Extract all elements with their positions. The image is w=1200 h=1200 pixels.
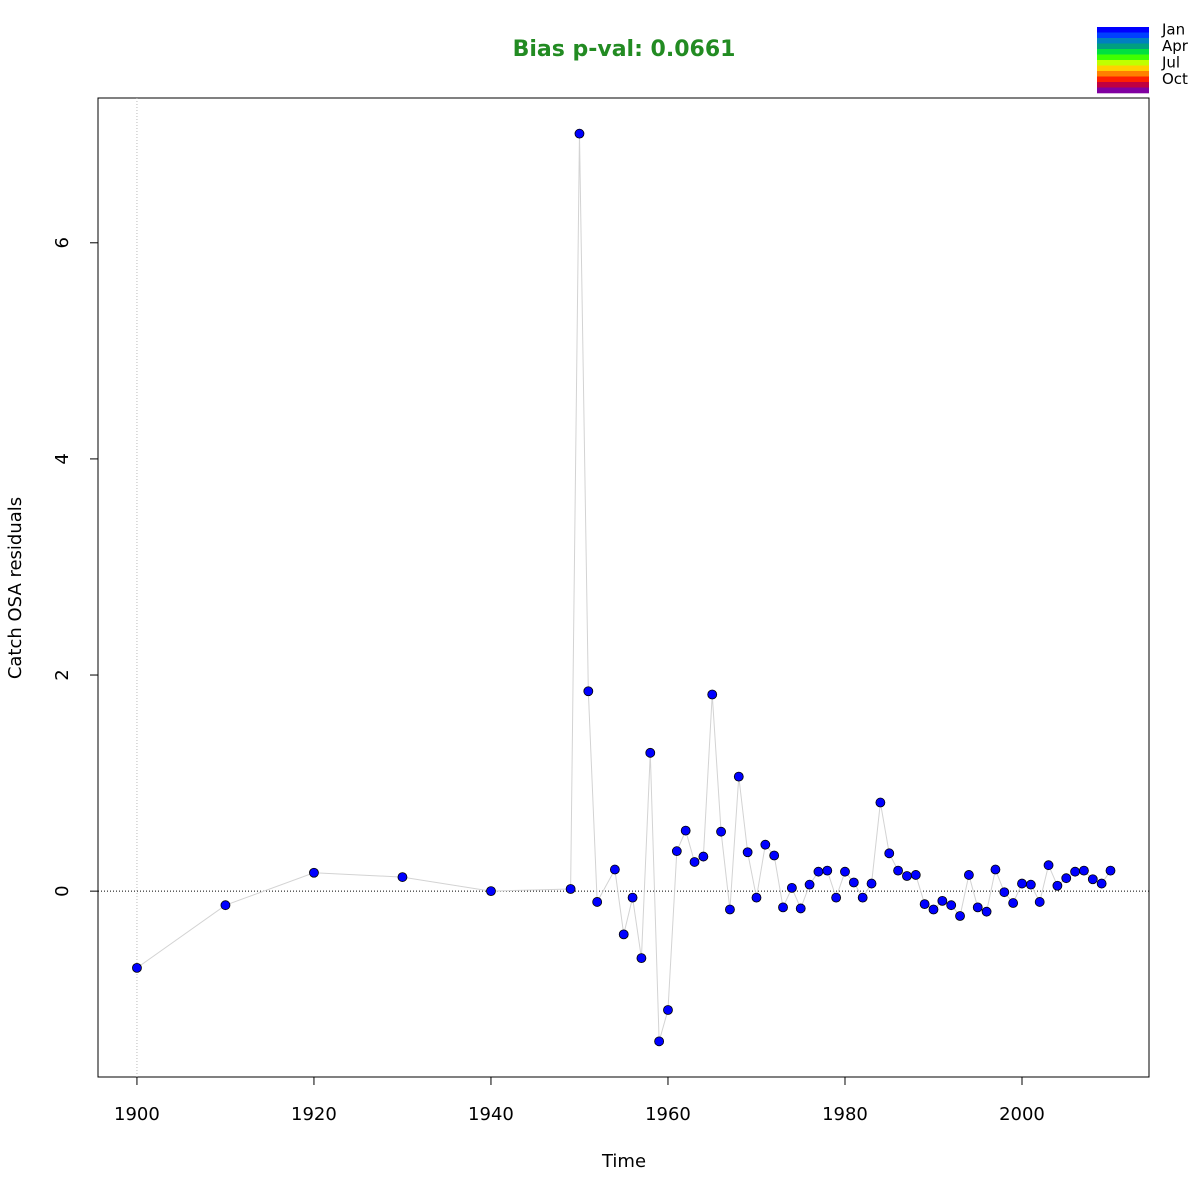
y-tick-label: 4 — [52, 453, 73, 464]
legend-color-stripe — [1097, 65, 1149, 72]
data-point — [822, 865, 833, 876]
data-point — [760, 839, 771, 850]
data-point — [769, 850, 780, 861]
data-point — [848, 877, 859, 888]
data-point — [866, 878, 877, 889]
data-point — [1061, 873, 1072, 884]
data-point — [1096, 878, 1107, 889]
data-point — [981, 906, 992, 917]
data-point — [583, 686, 594, 697]
legend-color-stripe — [1097, 54, 1149, 61]
data-point — [875, 797, 886, 808]
data-point — [689, 857, 700, 867]
data-point — [910, 870, 921, 880]
data-point — [955, 911, 965, 921]
data-point — [919, 899, 930, 910]
legend-label: Apr — [1162, 37, 1189, 55]
data-point — [751, 892, 762, 903]
data-point — [1017, 878, 1027, 889]
data-point — [902, 871, 912, 881]
data-point — [671, 846, 682, 857]
data-point — [990, 864, 1001, 875]
data-point — [893, 865, 903, 876]
data-point — [1070, 866, 1080, 877]
data-point — [1087, 874, 1098, 885]
data-point — [309, 867, 319, 878]
legend-color-stripe — [1097, 27, 1149, 33]
data-point — [884, 848, 895, 859]
legend-color-stripe — [1097, 49, 1149, 55]
data-point — [574, 128, 585, 139]
y-axis-label: Catch OSA residuals — [5, 497, 26, 679]
legend-label: Jul — [1161, 53, 1180, 71]
data-point — [972, 902, 983, 913]
data-point — [1105, 865, 1116, 876]
data-point — [716, 826, 726, 837]
data-point — [1043, 860, 1054, 871]
data-point — [1034, 897, 1045, 907]
data-point — [486, 886, 496, 897]
series-line — [136, 133, 1111, 1042]
data-point — [707, 689, 718, 700]
data-point — [831, 892, 842, 903]
data-point — [742, 847, 753, 858]
legend-color-stripe — [1097, 43, 1149, 50]
data-point — [1079, 865, 1089, 876]
data-point — [680, 825, 691, 836]
data-point — [627, 892, 638, 903]
y-tick-label: 6 — [52, 237, 73, 248]
data-point — [654, 1036, 665, 1047]
data-point — [963, 870, 974, 880]
data-point — [698, 851, 709, 862]
data-point — [132, 962, 142, 973]
legend-label: Jan — [1161, 20, 1185, 38]
data-point — [565, 884, 576, 894]
data-point — [813, 866, 824, 877]
data-point — [1025, 879, 1036, 890]
legend-color-stripe — [1097, 32, 1149, 39]
data-point — [645, 747, 656, 758]
y-tick-label: 0 — [52, 885, 73, 896]
data-point — [609, 864, 620, 875]
legend-color-stripe — [1097, 71, 1149, 77]
chart-title: Bias p-val: 0.0661 — [513, 37, 736, 62]
data-point — [1008, 898, 1019, 908]
data-point — [778, 902, 788, 913]
data-point — [592, 897, 603, 907]
data-point — [857, 892, 868, 903]
legend-label: Oct — [1162, 70, 1188, 88]
x-tick-label: 1980 — [822, 1104, 868, 1125]
x-tick-label: 1920 — [291, 1104, 337, 1125]
data-point — [618, 929, 629, 940]
data-point — [397, 872, 408, 882]
data-point — [946, 900, 957, 911]
plot-frame — [97, 97, 1150, 1078]
legend-color-stripe — [1097, 82, 1149, 88]
data-point — [636, 953, 647, 964]
legend-color-stripe — [1097, 76, 1149, 83]
x-tick-label: 1940 — [468, 1104, 514, 1125]
data-point — [1052, 880, 1063, 891]
data-point — [220, 900, 231, 911]
data-point — [999, 887, 1010, 898]
x-tick-label: 1960 — [645, 1104, 691, 1125]
data-point — [928, 904, 939, 915]
data-point — [937, 895, 948, 906]
legend-color-stripe — [1097, 60, 1149, 66]
data-point — [840, 866, 850, 877]
x-tick-label: 1900 — [114, 1104, 160, 1125]
x-axis-label: Time — [601, 1151, 646, 1172]
data-point — [795, 903, 806, 914]
legend-color-stripe — [1097, 87, 1149, 94]
data-point — [733, 771, 744, 782]
data-point — [725, 904, 735, 915]
x-tick-label: 2000 — [999, 1104, 1045, 1125]
data-point — [804, 879, 815, 890]
legend-color-stripe — [1097, 38, 1149, 44]
data-point — [663, 1005, 673, 1015]
data-point — [786, 882, 797, 893]
y-tick-label: 2 — [52, 669, 73, 680]
